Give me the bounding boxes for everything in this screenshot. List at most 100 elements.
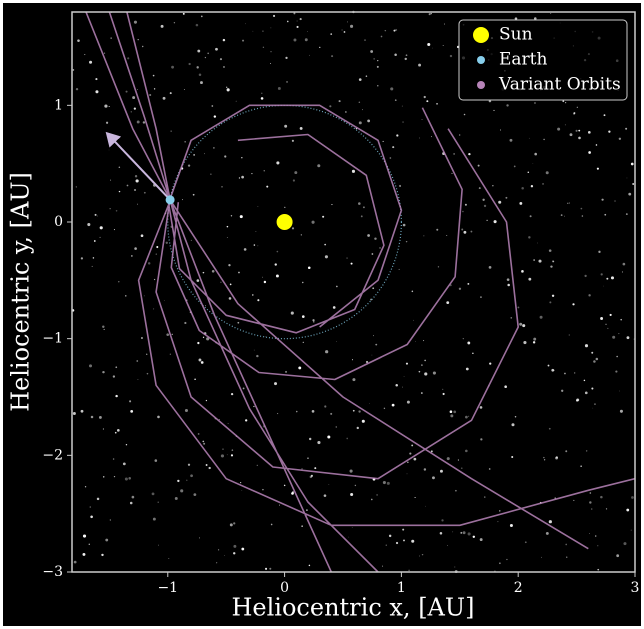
star — [604, 214, 606, 216]
star — [336, 426, 337, 427]
star — [552, 295, 554, 297]
star — [90, 506, 92, 508]
y-tick-label: −3 — [42, 564, 63, 580]
star — [90, 515, 93, 518]
star — [170, 92, 172, 94]
star — [220, 282, 221, 283]
star — [284, 207, 285, 208]
star — [185, 409, 188, 412]
star — [444, 24, 445, 25]
star — [186, 480, 187, 481]
star — [530, 215, 532, 217]
star — [367, 119, 370, 122]
star — [395, 99, 397, 101]
star — [141, 337, 143, 339]
star — [537, 243, 538, 244]
star — [480, 406, 483, 409]
star — [312, 410, 315, 413]
star — [593, 360, 596, 363]
star — [115, 366, 117, 368]
star — [608, 131, 610, 133]
star — [460, 532, 462, 534]
star — [607, 328, 608, 329]
star — [358, 410, 360, 412]
star — [372, 287, 374, 289]
star — [350, 470, 353, 473]
star — [238, 272, 240, 274]
star — [330, 413, 332, 415]
star — [205, 57, 206, 58]
star — [614, 200, 615, 201]
star — [578, 130, 580, 132]
star — [231, 454, 233, 456]
star — [478, 165, 480, 167]
star — [212, 270, 215, 273]
star — [292, 140, 294, 142]
star — [307, 31, 308, 32]
star — [473, 536, 475, 538]
star — [418, 64, 421, 67]
star — [115, 432, 117, 434]
star — [466, 368, 469, 371]
star — [362, 420, 365, 423]
star — [100, 226, 103, 229]
star — [373, 58, 374, 59]
star — [174, 22, 175, 23]
star — [507, 284, 510, 287]
star — [191, 240, 192, 241]
star — [76, 88, 78, 90]
star — [347, 258, 348, 259]
star — [461, 229, 463, 231]
star — [73, 69, 75, 71]
star — [89, 364, 92, 367]
star — [540, 316, 543, 319]
star — [193, 154, 195, 156]
star — [130, 502, 133, 505]
star — [546, 532, 549, 535]
star — [544, 459, 545, 460]
star — [493, 110, 494, 111]
star — [142, 46, 143, 47]
star — [254, 244, 256, 246]
star — [136, 179, 139, 182]
star — [336, 286, 338, 288]
star — [102, 371, 104, 373]
star — [506, 104, 508, 106]
star — [231, 393, 233, 395]
x-tick-label: 0 — [280, 580, 289, 596]
star — [441, 519, 443, 521]
star — [510, 139, 513, 142]
star — [447, 457, 450, 460]
star — [97, 216, 98, 217]
star — [358, 202, 361, 205]
star — [494, 220, 497, 223]
star — [414, 458, 417, 461]
star — [251, 173, 252, 174]
star — [341, 29, 342, 30]
legend-marker — [477, 56, 485, 64]
star — [325, 350, 328, 353]
star — [257, 245, 258, 246]
star — [168, 558, 169, 559]
star — [157, 502, 158, 503]
star — [197, 50, 200, 53]
star — [619, 391, 620, 392]
star — [549, 520, 552, 523]
star — [188, 63, 190, 65]
star — [257, 299, 259, 301]
star — [103, 476, 104, 477]
star — [103, 428, 104, 429]
star — [384, 408, 385, 409]
star — [224, 155, 226, 157]
star — [415, 497, 416, 498]
star — [552, 260, 554, 262]
star — [467, 342, 470, 345]
star — [177, 480, 179, 482]
star — [109, 150, 110, 151]
star — [419, 556, 420, 557]
star — [399, 185, 401, 187]
star — [597, 569, 599, 571]
star — [125, 478, 128, 481]
star — [241, 157, 242, 158]
star — [262, 30, 263, 31]
